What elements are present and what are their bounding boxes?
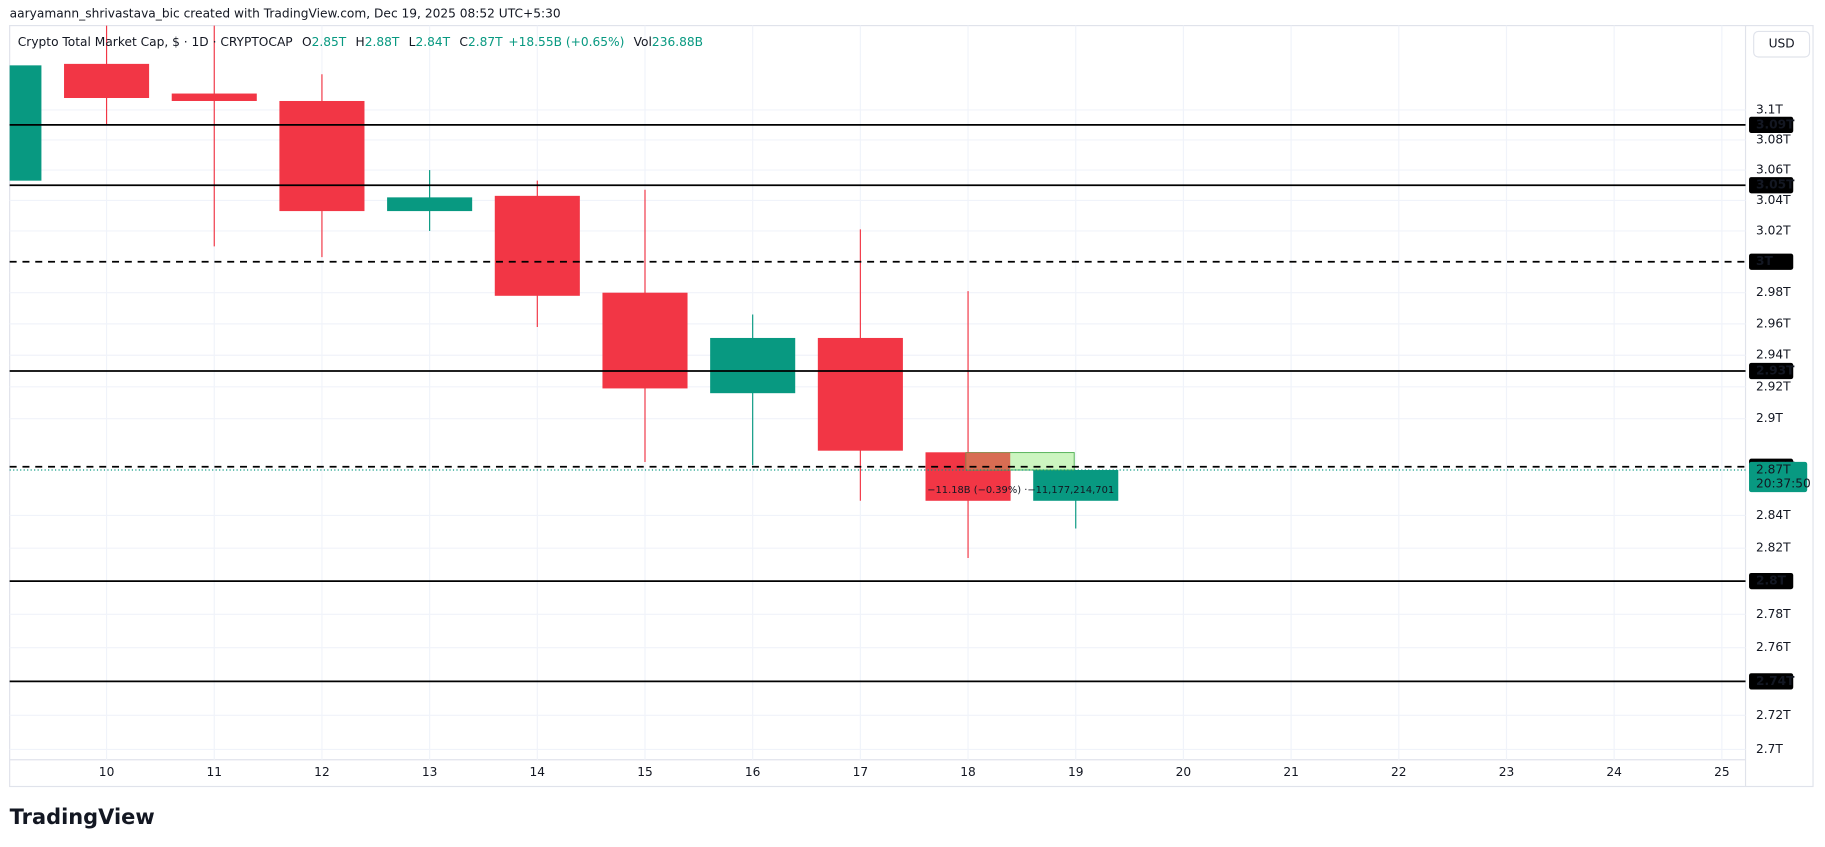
candle-body <box>602 292 688 389</box>
level-label: 2.8T <box>1756 574 1787 588</box>
level-label-box <box>1749 253 1794 270</box>
candle-body <box>1033 470 1119 501</box>
measure-label: −11.18B (−0.39%) ·−11,177,214,701 <box>927 485 1114 496</box>
legend-title: Crypto Total Market Cap, $ · 1D · CRYPTO… <box>18 34 293 48</box>
legend-key: L <box>409 34 416 48</box>
legend: Crypto Total Market Cap, $ · 1D · CRYPTO… <box>18 34 703 48</box>
y-tick-label: 2.72T <box>1756 708 1791 722</box>
candle-body <box>279 100 365 212</box>
candle-body <box>817 337 903 451</box>
candle-body <box>387 197 473 212</box>
legend-volume-key: Vol <box>634 34 652 48</box>
level-label: 3.09T <box>1756 117 1795 131</box>
y-tick-label: 3.02T <box>1756 223 1791 237</box>
y-tick-label: 2.76T <box>1756 640 1791 654</box>
level-label: 2.74T <box>1756 674 1795 688</box>
y-tick-label: 2.96T <box>1756 316 1791 330</box>
candle-body <box>710 337 796 394</box>
candle-body <box>494 195 580 296</box>
x-tick-label: 24 <box>1606 765 1622 779</box>
candle-body <box>171 93 257 101</box>
level-label: 2.93T <box>1756 364 1795 378</box>
y-tick-label: 3.06T <box>1756 163 1791 177</box>
x-tick-label: 12 <box>314 765 330 779</box>
level-label-box <box>1749 362 1794 380</box>
y-tick-label: 2.78T <box>1756 607 1791 621</box>
level-label-box <box>1749 673 1794 690</box>
level-label: 3.05T <box>1756 178 1795 192</box>
y-tick-label: 2.98T <box>1756 285 1791 299</box>
y-tick-label: 2.94T <box>1756 348 1791 362</box>
level-label-box <box>1749 177 1794 194</box>
x-tick-label: 15 <box>637 765 653 779</box>
x-tick-label: 17 <box>853 765 869 779</box>
level-label-box <box>1749 116 1794 134</box>
legend-key: O <box>302 34 312 48</box>
legend-key: C <box>459 34 468 48</box>
x-tick-label: 19 <box>1068 765 1084 779</box>
legend-value: 2.85T <box>312 34 347 48</box>
x-tick-label: 23 <box>1499 765 1515 779</box>
y-tick-label: 2.84T <box>1756 508 1791 522</box>
x-tick-label: 16 <box>745 765 761 779</box>
levels: 3.09T3.05T3T2.93T2.87T2.8T2.74T2.87T20:3… <box>9 116 1811 690</box>
x-tick-label: 22 <box>1391 765 1407 779</box>
candle-body <box>9 65 42 181</box>
x-tick-label: 11 <box>206 765 222 779</box>
y-tick-label: 2.7T <box>1756 742 1783 756</box>
y-tick-label: 3.1T <box>1756 102 1783 116</box>
legend-volume: 236.88B <box>652 34 703 48</box>
measure-box-overlap <box>966 452 1011 471</box>
x-tick-label: 20 <box>1176 765 1192 779</box>
level-label-box <box>1749 572 1794 590</box>
legend-value: 2.88T <box>365 34 400 48</box>
candle-body <box>64 63 150 99</box>
currency-button-label[interactable]: USD <box>1769 37 1795 51</box>
last-price-box <box>1749 461 1808 493</box>
last-price-label: 2.87T <box>1756 463 1791 477</box>
logo: TradingView <box>10 805 155 829</box>
y-tick-label: 2.92T <box>1756 379 1791 393</box>
x-tick-label: 21 <box>1283 765 1299 779</box>
level-label: 3T <box>1756 254 1773 268</box>
legend-key: H <box>356 34 365 48</box>
attribution: aaryamann_shrivastava_bic created with T… <box>10 6 561 20</box>
y-tick-label: 3.04T <box>1756 193 1791 207</box>
countdown-label: 20:37:50 <box>1756 476 1811 490</box>
legend-value: 2.87T <box>468 34 503 48</box>
legend-change: +18.55B (+0.65%) <box>508 34 624 48</box>
chart-frame <box>9 25 1814 788</box>
legend-value: 2.84T <box>415 34 450 48</box>
y-tick-label: 2.9T <box>1756 411 1783 425</box>
x-tick-label: 10 <box>99 765 115 779</box>
x-tick-label: 14 <box>530 765 546 779</box>
candles <box>9 25 1119 559</box>
x-tick-label: 18 <box>960 765 976 779</box>
currency-button[interactable] <box>1753 30 1811 58</box>
y-tick-label: 3.08T <box>1756 132 1791 146</box>
x-tick-label: 13 <box>422 765 438 779</box>
y-tick-label: 2.82T <box>1756 541 1791 555</box>
x-tick-label: 25 <box>1714 765 1730 779</box>
